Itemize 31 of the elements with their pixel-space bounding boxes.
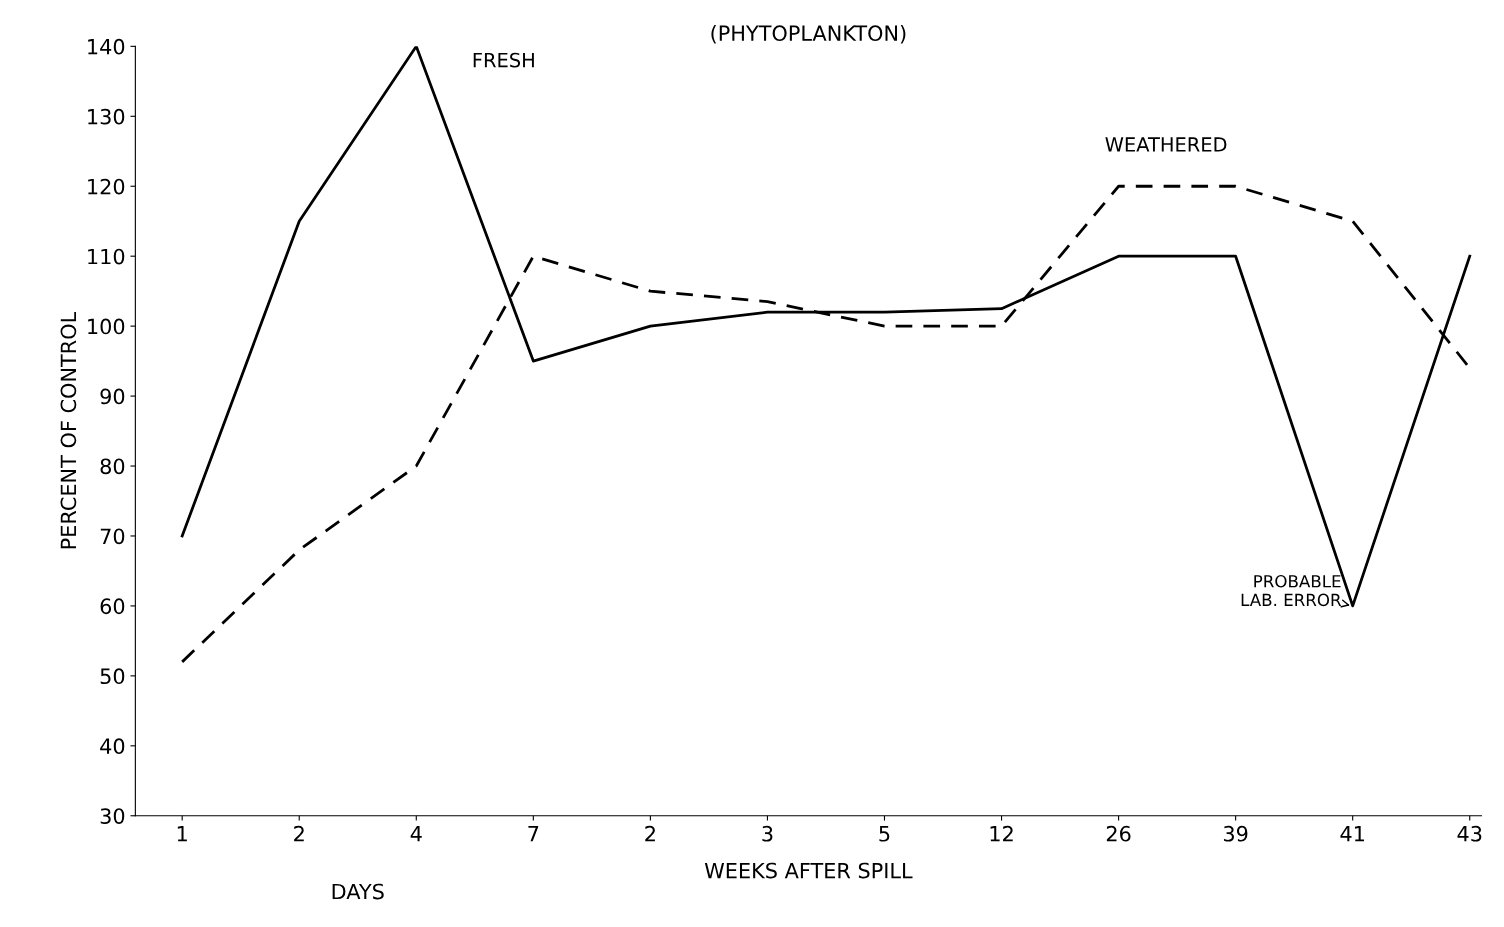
series-label: WEATHERED: [1105, 137, 1227, 152]
text: DAYS: [332, 883, 384, 900]
x-tick-label: 39: [1223, 825, 1248, 842]
y-tick-label: 60: [100, 598, 125, 615]
y-tick-label: 40: [100, 738, 125, 755]
y-tick-label: 90: [100, 388, 125, 405]
x-tick-label: 5: [879, 826, 890, 842]
y-tick-label: 110: [88, 248, 125, 265]
annotation: PROBABLE LAB. ERROR: [1241, 574, 1342, 607]
y-tick-label: 50: [100, 668, 125, 685]
x-tick-label: 2: [294, 825, 304, 842]
y-tick-label: 70: [100, 528, 125, 545]
x-tick-label: 2: [645, 825, 655, 842]
x-tick-label: 1: [177, 826, 187, 842]
x-tick-label: 26: [1106, 825, 1131, 842]
y-tick-label: 80: [100, 458, 125, 475]
y-axis-title: PERCENT OF CONTROL: [60, 311, 77, 549]
x-tick-label: 4: [410, 826, 422, 842]
text: FRESH: [473, 52, 534, 68]
y-tick-label: 100: [88, 318, 125, 335]
x-tick-label: 12: [990, 825, 1013, 842]
x-tick-label: 41: [1340, 826, 1365, 842]
y-tick-label: 30: [100, 808, 125, 824]
y-tick-label: 130: [88, 108, 125, 125]
x-tick-label: 43: [1457, 825, 1482, 842]
y-tick-label: 120: [88, 178, 125, 195]
x-axis-title: WEEKS AFTER SPILL: [704, 862, 913, 879]
y-tick-label: 140: [88, 38, 125, 55]
x-tick-label: 3: [762, 825, 773, 842]
chart-title: (PHYTOPLANKTON): [711, 24, 906, 44]
x-tick-label: 7: [528, 826, 539, 842]
